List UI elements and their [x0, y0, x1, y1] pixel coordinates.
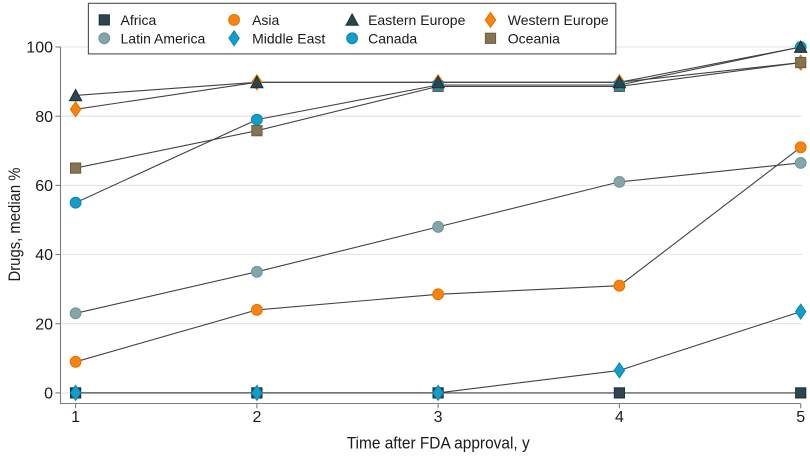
svg-text:0: 0 — [44, 386, 53, 403]
svg-text:5: 5 — [796, 409, 805, 426]
svg-text:4: 4 — [615, 409, 624, 426]
svg-text:Africa: Africa — [121, 12, 157, 28]
svg-text:Eastern Europe: Eastern Europe — [368, 12, 465, 28]
svg-text:40: 40 — [35, 247, 53, 264]
svg-text:Time after FDA approval, y: Time after FDA approval, y — [347, 434, 530, 453]
svg-text:80: 80 — [35, 109, 53, 126]
svg-text:100: 100 — [26, 40, 53, 57]
svg-text:Asia: Asia — [252, 12, 279, 28]
svg-text:Latin America: Latin America — [121, 30, 206, 46]
svg-text:20: 20 — [35, 316, 53, 333]
svg-text:60: 60 — [35, 178, 53, 195]
svg-text:Western Europe: Western Europe — [508, 12, 609, 28]
svg-text:Middle East: Middle East — [252, 30, 325, 46]
svg-text:3: 3 — [434, 409, 443, 426]
svg-text:2: 2 — [252, 409, 261, 426]
svg-text:Canada: Canada — [368, 30, 417, 46]
svg-text:Oceania: Oceania — [508, 30, 560, 46]
svg-text:1: 1 — [71, 409, 80, 426]
svg-text:Drugs, median %: Drugs, median % — [5, 168, 24, 282]
